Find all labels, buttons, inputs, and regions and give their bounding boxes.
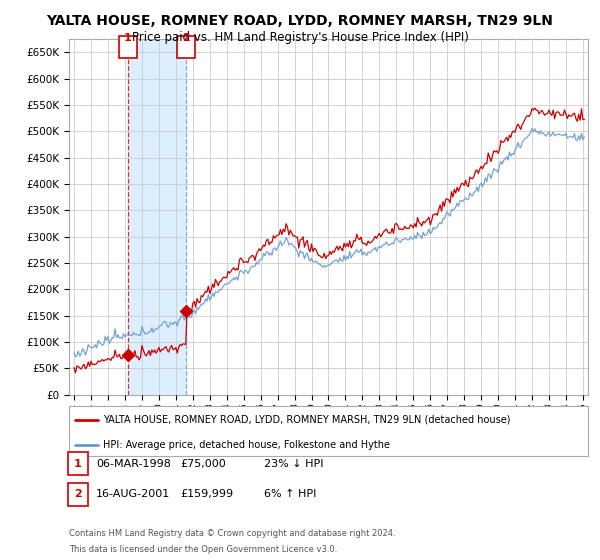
Text: 1: 1	[74, 459, 82, 469]
Text: 2: 2	[74, 489, 82, 500]
Text: 06-MAR-1998: 06-MAR-1998	[96, 459, 171, 469]
Text: 1: 1	[124, 33, 132, 43]
Text: 16-AUG-2001: 16-AUG-2001	[96, 489, 170, 500]
Text: This data is licensed under the Open Government Licence v3.0.: This data is licensed under the Open Gov…	[69, 545, 337, 554]
Bar	[128, 39, 187, 395]
Text: Contains HM Land Registry data © Crown copyright and database right 2024.: Contains HM Land Registry data © Crown c…	[69, 529, 395, 538]
Text: HPI: Average price, detached house, Folkestone and Hythe: HPI: Average price, detached house, Folk…	[103, 440, 390, 450]
Text: 6% ↑ HPI: 6% ↑ HPI	[264, 489, 316, 500]
Text: YALTA HOUSE, ROMNEY ROAD, LYDD, ROMNEY MARSH, TN29 9LN: YALTA HOUSE, ROMNEY ROAD, LYDD, ROMNEY M…	[47, 14, 553, 28]
Text: £75,000: £75,000	[180, 459, 226, 469]
Text: £159,999: £159,999	[180, 489, 233, 500]
Text: 2: 2	[182, 33, 190, 43]
Text: 23% ↓ HPI: 23% ↓ HPI	[264, 459, 323, 469]
Text: YALTA HOUSE, ROMNEY ROAD, LYDD, ROMNEY MARSH, TN29 9LN (detached house): YALTA HOUSE, ROMNEY ROAD, LYDD, ROMNEY M…	[103, 414, 510, 424]
Text: Price paid vs. HM Land Registry's House Price Index (HPI): Price paid vs. HM Land Registry's House …	[131, 31, 469, 44]
